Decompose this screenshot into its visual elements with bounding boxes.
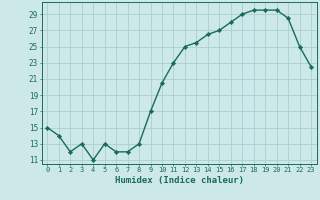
X-axis label: Humidex (Indice chaleur): Humidex (Indice chaleur) <box>115 176 244 185</box>
